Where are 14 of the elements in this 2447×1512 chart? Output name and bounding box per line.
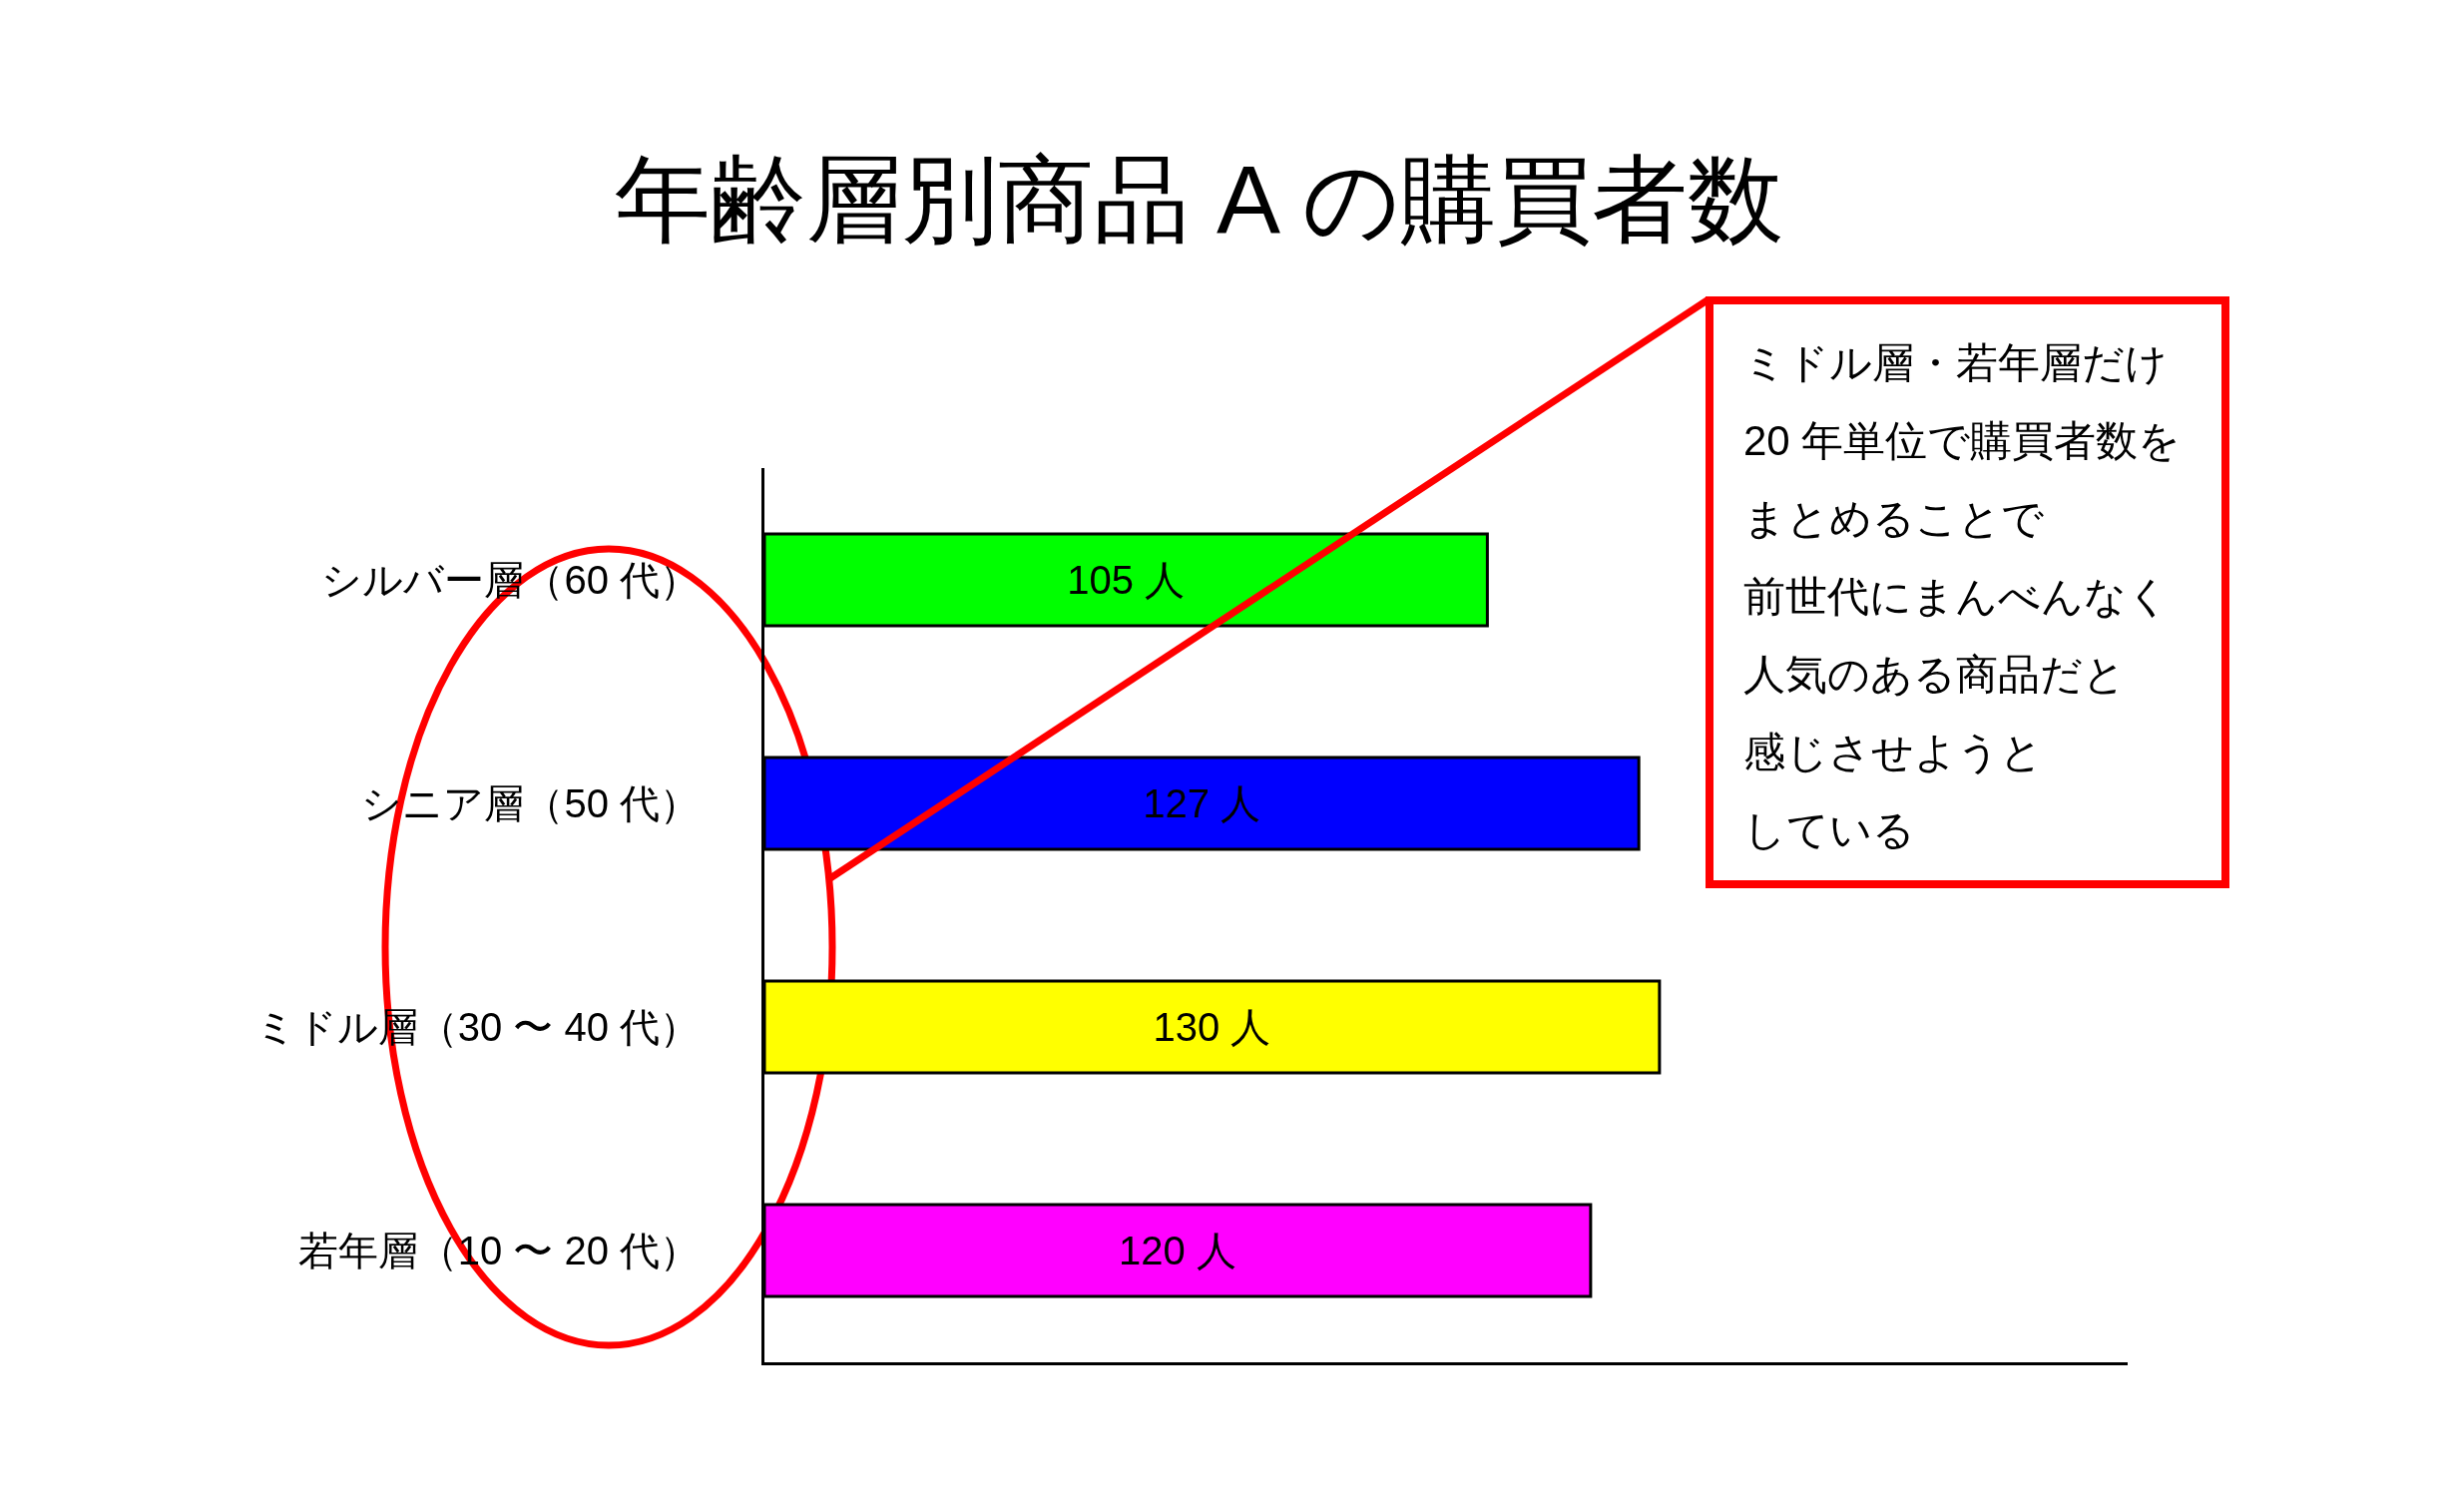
data-label: 130 人 (1153, 1005, 1271, 1049)
annotation: 感じさせようと (1743, 728, 2044, 777)
y-tick-label: シニア層（50 代） (361, 781, 700, 825)
text: ミドル層・若年層だけ (1743, 338, 2169, 388)
data-label: 127 人 (1143, 781, 1261, 825)
data-label: 105 人 (1067, 558, 1186, 602)
annotation: まとめることで (1743, 494, 2045, 544)
annotation: 人気のある商品だと (1743, 650, 2127, 700)
chart-title: 年齢層別商品 A の購買者数 (615, 145, 1783, 252)
y-tick-label: シルバー層（60 代） (321, 558, 700, 602)
annotation: している (1743, 805, 1916, 855)
data-label: 120 人 (1119, 1229, 1236, 1272)
text: 20 年単位で購買者数を (1743, 416, 2183, 466)
annotation: 前世代にまんべんなく (1743, 572, 2171, 622)
